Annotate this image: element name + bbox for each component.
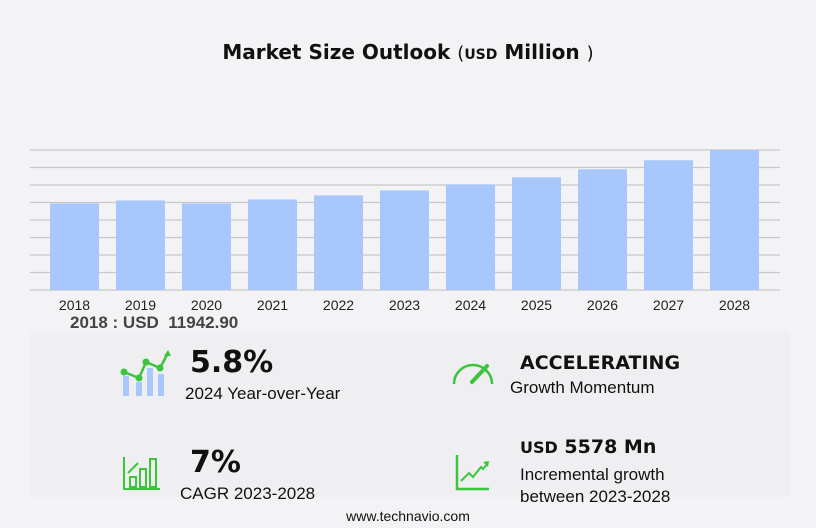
footer-url[interactable]: www.technavio.com	[346, 508, 470, 524]
x-tick-label: 2027	[653, 297, 684, 313]
bar-2019	[116, 200, 165, 290]
incremental-unit: USD	[520, 438, 558, 457]
bar-chart: 2018 2019 2020 2021 2022 2023 2024 2025 2026 2027…	[30, 149, 780, 313]
incremental-label-2: between 2023-2028	[520, 487, 671, 506]
trend-line-icon	[455, 455, 489, 491]
x-tick-label: 2022	[323, 297, 354, 313]
title-paren-close: )	[586, 43, 594, 64]
chart-title: Market Size Outlook (USD Million )	[0, 40, 816, 64]
title-paren-open: (	[457, 43, 465, 64]
x-tick-label: 2025	[521, 297, 552, 313]
x-tick-label: 2024	[455, 297, 486, 313]
bar-growth-icon	[123, 457, 160, 490]
bar-2026	[578, 169, 627, 290]
x-tick-label: 2026	[587, 297, 618, 313]
momentum-value: ACCELERATING	[520, 352, 681, 374]
title-unit: USD	[464, 47, 498, 63]
yoy-label: 2024 Year-over-Year	[185, 384, 341, 403]
cagr-label: CAGR 2023-2028	[180, 484, 316, 503]
incremental-label-1: Incremental growth	[520, 465, 665, 484]
yoy-value: 5.8%	[190, 345, 274, 380]
x-tick-label: 2019	[125, 297, 156, 313]
x-tick-label: 2018	[59, 297, 90, 313]
momentum-label: Growth Momentum	[510, 378, 655, 397]
bar-2022	[314, 195, 363, 290]
incremental-value: USD 5578 Mn	[520, 436, 656, 458]
bar-2023	[380, 190, 429, 290]
cagr-value: 7%	[190, 445, 241, 480]
bar-2027	[644, 160, 693, 290]
bar-2025	[512, 177, 561, 290]
x-tick-label: 2028	[719, 297, 750, 313]
title-main: Market Size Outlook	[222, 40, 451, 64]
bar-2018	[50, 203, 99, 290]
incremental-amount: 5578 Mn	[564, 436, 657, 458]
speedometer-icon	[452, 363, 494, 385]
bar-2028	[710, 150, 759, 290]
bar-2021	[248, 199, 297, 290]
x-tick-label: 2021	[257, 297, 288, 313]
bar-2024	[446, 184, 495, 290]
x-tick-label: 2023	[389, 297, 420, 313]
first-year-value: 2018 : USD 11942.90	[70, 313, 239, 332]
x-tick-label: 2020	[191, 297, 222, 313]
title-million: Million	[504, 40, 580, 64]
bar-2020	[182, 203, 231, 290]
growth-chart-icon	[120, 350, 171, 396]
